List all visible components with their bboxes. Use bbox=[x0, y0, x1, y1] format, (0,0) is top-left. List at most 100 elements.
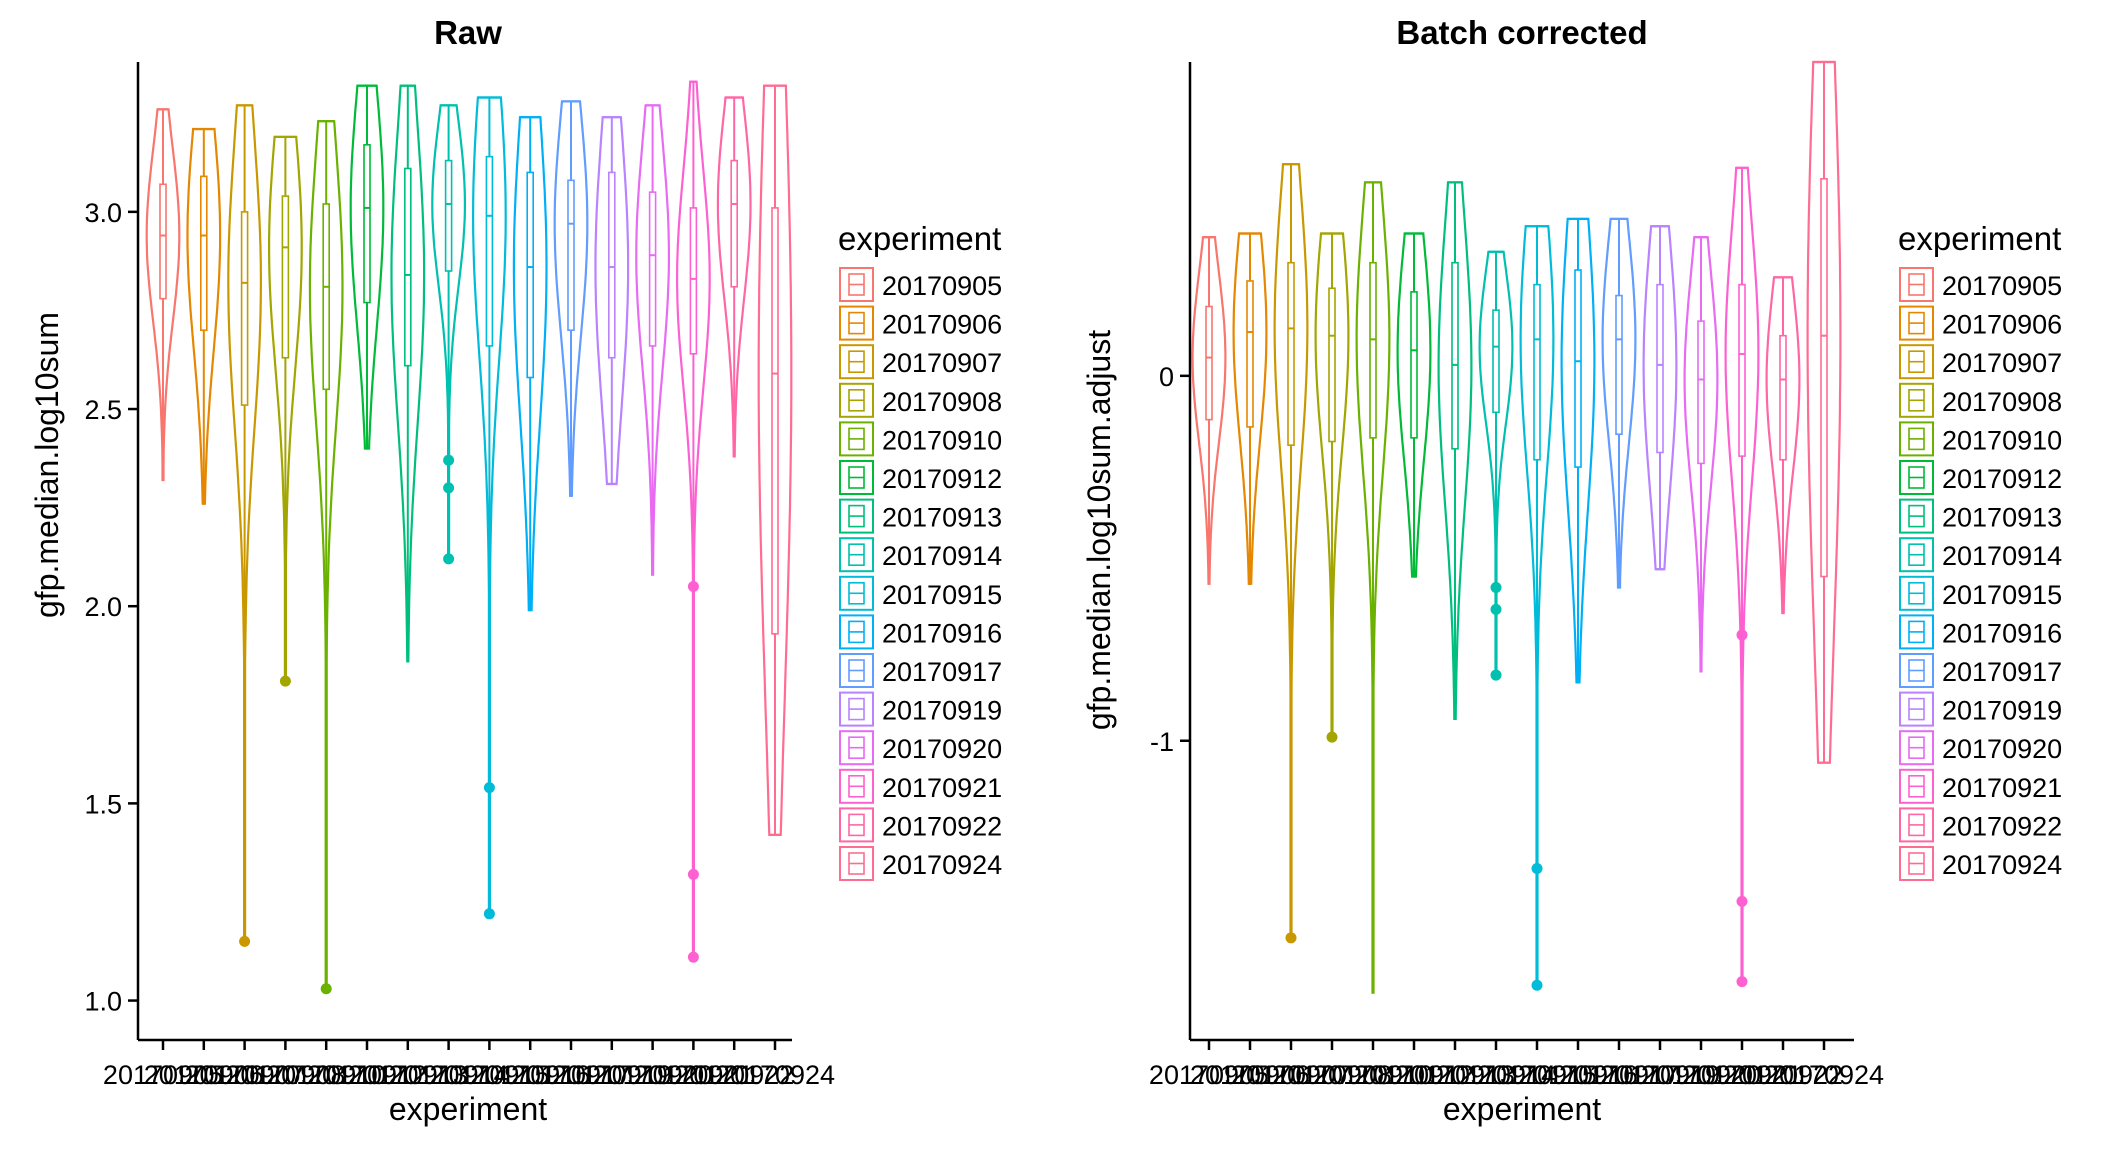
raw-x-tick-label: 20170915 bbox=[429, 1060, 549, 1090]
legend-key-20170910: 20170910 bbox=[1899, 421, 2062, 457]
raw-axes: 1.01.52.02.53.02017090520170906201709072… bbox=[84, 62, 835, 1090]
box-20170917 bbox=[567, 179, 575, 331]
legend-label-20170922: 20170922 bbox=[882, 811, 1002, 841]
legend-label-20170917: 20170917 bbox=[1942, 657, 2062, 687]
box-20170916 bbox=[526, 171, 535, 379]
legend-label-20170921: 20170921 bbox=[882, 773, 1002, 803]
outlier-point-20170914 bbox=[443, 454, 455, 466]
batch-corrected-x-tick-label: 20170910 bbox=[1313, 1060, 1433, 1090]
legend-key-20170919: 20170919 bbox=[1899, 691, 2062, 727]
box-20170921 bbox=[689, 207, 698, 355]
legend-key-20170924: 20170924 bbox=[1899, 846, 2062, 881]
violin-20170924 bbox=[757, 84, 793, 837]
batch-corrected-x-tick-label: 20170920 bbox=[1641, 1060, 1761, 1090]
violin-20170919 bbox=[1642, 225, 1678, 571]
outlier-point-20170914 bbox=[1490, 603, 1502, 615]
legend-label-20170924: 20170924 bbox=[1942, 850, 2062, 880]
violin-20170912 bbox=[349, 84, 385, 450]
legend-label-20170912: 20170912 bbox=[882, 464, 1002, 494]
box-20170907 bbox=[240, 211, 249, 406]
raw-x-tick-label: 20170912 bbox=[307, 1060, 427, 1090]
box-20170920 bbox=[1697, 320, 1705, 465]
legend-key-20170908: 20170908 bbox=[1899, 382, 2062, 418]
raw-x-tick-label: 20170907 bbox=[185, 1060, 305, 1090]
raw-x-tick-label: 20170919 bbox=[552, 1060, 672, 1090]
violin-20170905 bbox=[145, 108, 181, 482]
legend-key-20170919: 20170919 bbox=[839, 691, 1002, 727]
box-20170919 bbox=[1656, 283, 1664, 454]
violin-20170919 bbox=[594, 116, 630, 486]
box-20170922 bbox=[1779, 334, 1787, 461]
outlier-point-20170910 bbox=[320, 983, 332, 995]
violin-20170915 bbox=[471, 96, 507, 920]
box-20170924 bbox=[1820, 177, 1828, 578]
box-20170912 bbox=[363, 144, 371, 304]
raw-x-axis-label: experiment bbox=[389, 1091, 547, 1127]
legend-key-20170907: 20170907 bbox=[839, 344, 1002, 380]
legend-label-20170906: 20170906 bbox=[1942, 310, 2062, 340]
outlier-point-20170915 bbox=[1531, 862, 1543, 874]
legend-label-20170921: 20170921 bbox=[1942, 773, 2062, 803]
raw-legend: experiment 20170905 20170906 20170907 20170… bbox=[838, 220, 1002, 881]
legend-label-20170912: 20170912 bbox=[1942, 464, 2062, 494]
legend-label-20170908: 20170908 bbox=[1942, 387, 2062, 417]
raw-x-tick-label: 20170905 bbox=[103, 1060, 223, 1090]
violin-20170906 bbox=[186, 127, 222, 505]
batch-corrected-legend-title: experiment bbox=[1898, 220, 2061, 257]
violin-20170913 bbox=[390, 84, 426, 663]
outlier-point-20170915 bbox=[483, 782, 495, 794]
outlier-point-20170921 bbox=[1736, 976, 1748, 988]
box-20170912 bbox=[1410, 291, 1418, 439]
box-20170917 bbox=[1615, 294, 1623, 436]
legend-key-20170908: 20170908 bbox=[839, 382, 1002, 418]
batch-corrected-y-axis-label: gfp.median.log10sum.adjust bbox=[1081, 330, 1117, 730]
batch-corrected-x-tick-label: 20170912 bbox=[1354, 1060, 1474, 1090]
outlier-point-20170921 bbox=[687, 951, 699, 963]
legend-label-20170908: 20170908 bbox=[882, 387, 1002, 417]
raw-x-tick-label: 20170910 bbox=[266, 1060, 386, 1090]
outlier-point-20170921 bbox=[1736, 895, 1748, 907]
legend-key-20170907: 20170907 bbox=[1899, 344, 2062, 380]
box-20170906 bbox=[1246, 280, 1254, 428]
batch-corrected-y-tick-label: 0 bbox=[1159, 362, 1174, 392]
legend-key-20170920: 20170920 bbox=[1899, 730, 2062, 766]
batch-corrected-x-tick-label: 20170924 bbox=[1764, 1060, 1884, 1090]
batch-corrected-x-tick-label: 20170915 bbox=[1477, 1060, 1597, 1090]
legend-key-20170910: 20170910 bbox=[839, 421, 1002, 457]
box-20170913 bbox=[403, 167, 412, 367]
legend-label-20170919: 20170919 bbox=[882, 696, 1002, 726]
legend-key-20170921: 20170921 bbox=[839, 768, 1002, 804]
legend-key-20170913: 20170913 bbox=[1899, 498, 2062, 534]
violin-20170910 bbox=[308, 120, 344, 995]
batch-corrected-y-tick-label: -1 bbox=[1150, 727, 1174, 757]
raw-y-axis-label: gfp.median.log10sum bbox=[29, 312, 65, 618]
box-20170914 bbox=[1492, 309, 1500, 414]
violin-20170908 bbox=[1314, 232, 1350, 743]
box-20170906 bbox=[200, 175, 208, 331]
legend-key-20170912: 20170912 bbox=[1899, 460, 2062, 495]
violin-20170917 bbox=[553, 100, 589, 497]
batch-corrected-x-tick-label: 20170906 bbox=[1190, 1060, 1310, 1090]
legend-label-20170905: 20170905 bbox=[1942, 271, 2062, 301]
box-20170905 bbox=[1205, 305, 1213, 421]
batch-corrected-x-tick-label: 20170921 bbox=[1682, 1060, 1802, 1090]
violin-outline-20170912 bbox=[1396, 232, 1432, 578]
raw-y-tick-label: 3.0 bbox=[84, 198, 122, 228]
violin-20170907 bbox=[1273, 163, 1309, 944]
violin-outline-20170905 bbox=[1191, 236, 1227, 585]
batch-corrected-x-tick-label: 20170916 bbox=[1518, 1060, 1638, 1090]
box-20170910 bbox=[322, 203, 331, 391]
raw-panel: Raw experiment gfp.median.log10sum 1.0 1.… bbox=[29, 14, 1002, 1127]
box-20170921 bbox=[1738, 283, 1746, 457]
box-20170915 bbox=[1533, 283, 1541, 461]
legend-key-20170912: 20170912 bbox=[839, 460, 1002, 495]
outlier-point-20170915 bbox=[1531, 979, 1543, 991]
violin-20170916 bbox=[512, 116, 548, 612]
raw-x-tick-label: 20170921 bbox=[633, 1060, 753, 1090]
legend-label-20170917: 20170917 bbox=[882, 657, 1002, 687]
batch-corrected-violins bbox=[1191, 60, 1842, 994]
legend-label-20170910: 20170910 bbox=[1942, 425, 2062, 455]
outlier-point-20170921 bbox=[687, 868, 699, 880]
legend-label-20170916: 20170916 bbox=[1942, 618, 2062, 648]
